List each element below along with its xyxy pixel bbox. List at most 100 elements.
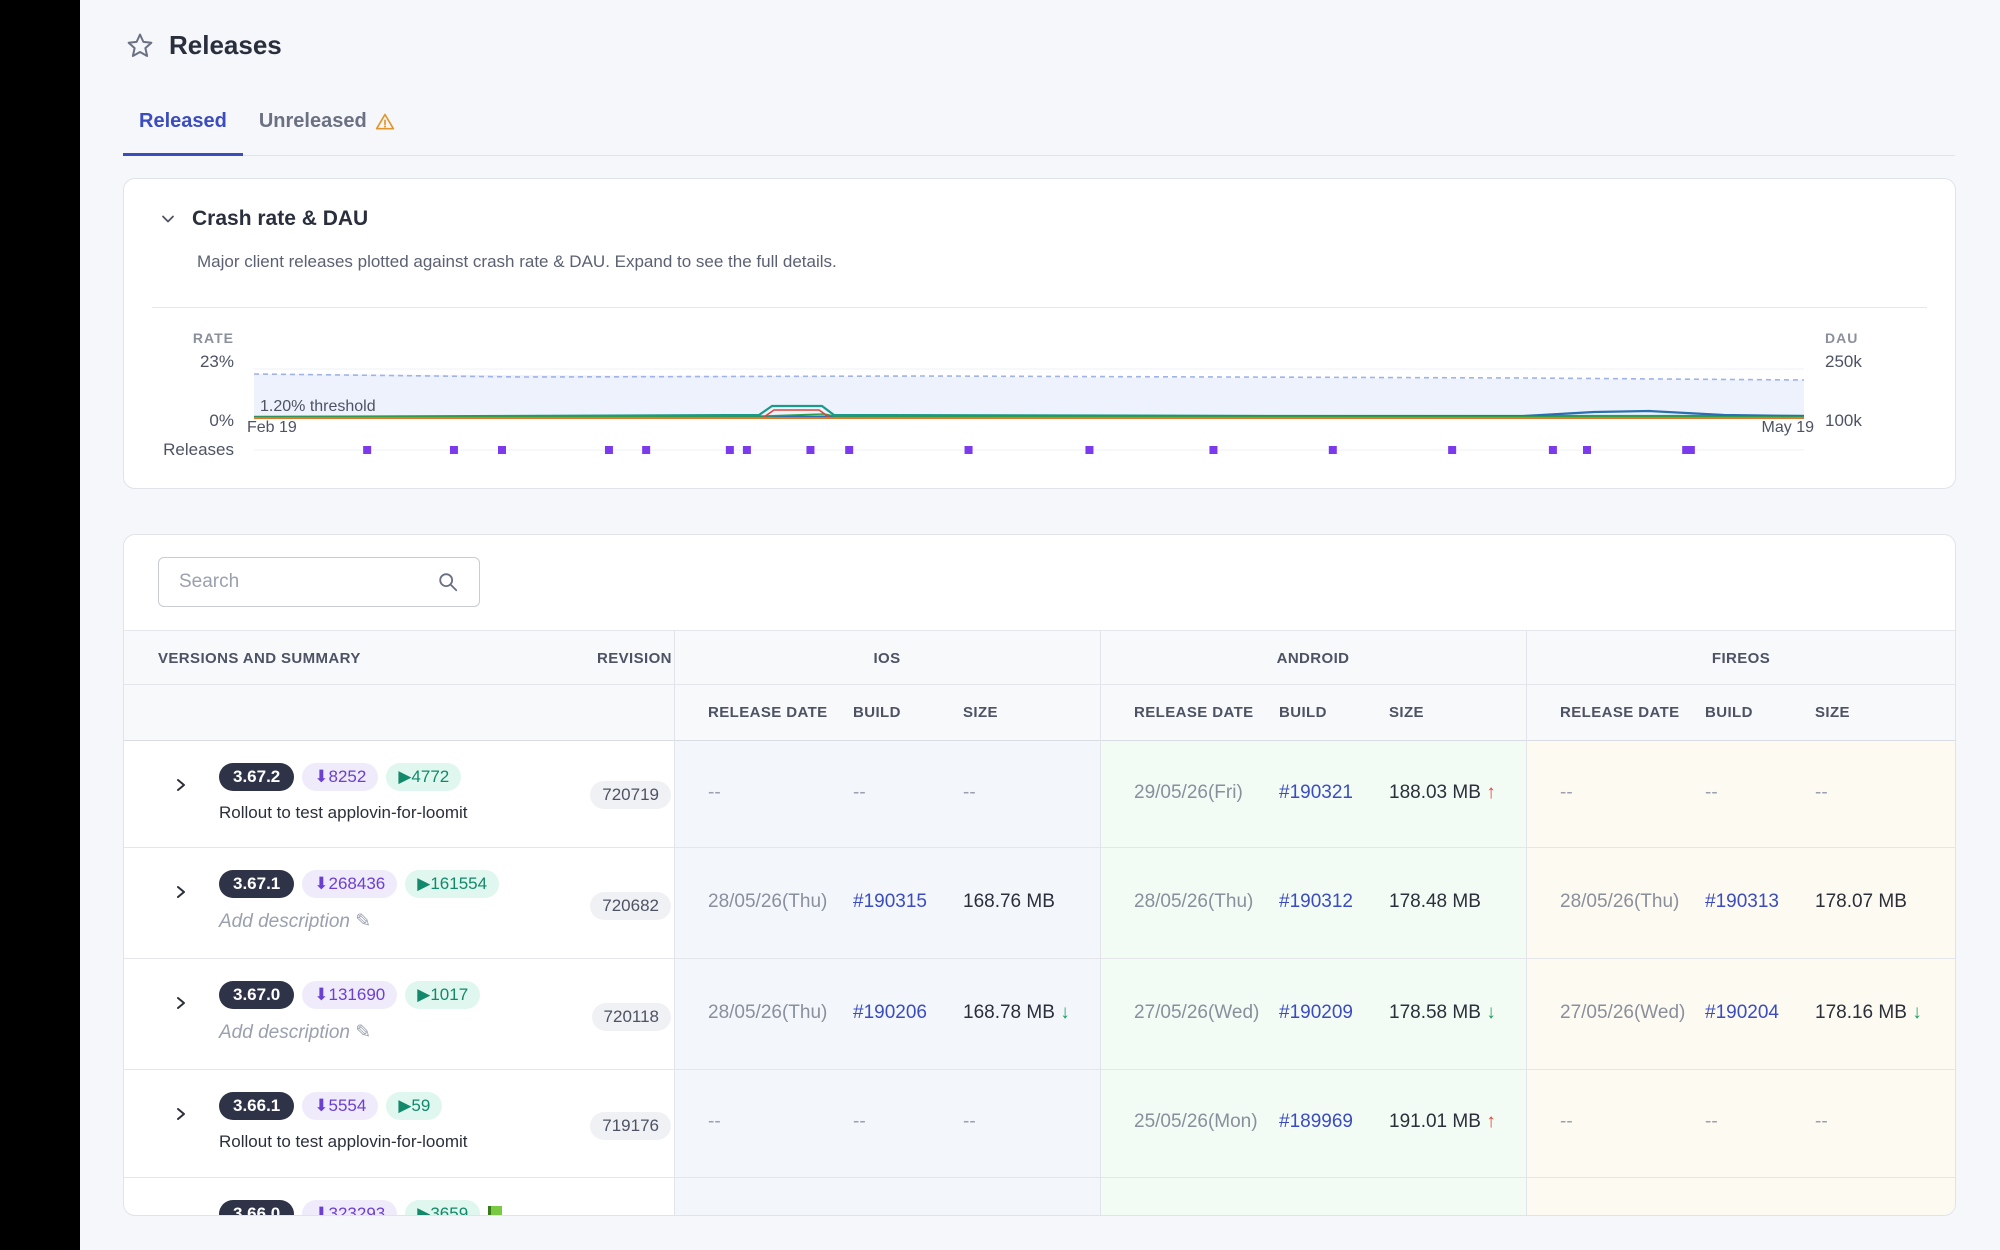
header-group-ios: IOS xyxy=(873,650,901,667)
ios-size: -- xyxy=(963,1111,976,1132)
ios-size: 168.76 MB xyxy=(963,891,1055,912)
flag-icon xyxy=(488,1206,503,1215)
version-badge[interactable]: 3.66.1 xyxy=(219,1092,295,1120)
chevron-right-icon[interactable] xyxy=(174,996,188,1010)
android-build-link[interactable]: #190321 xyxy=(1279,782,1353,803)
revision-badge[interactable]: 720719 xyxy=(590,781,671,809)
release-marker[interactable] xyxy=(1085,446,1094,454)
release-marker[interactable] xyxy=(742,446,751,454)
release-marker[interactable] xyxy=(1328,446,1337,454)
release-marker[interactable] xyxy=(1548,446,1557,454)
android-build-link[interactable]: #190209 xyxy=(1279,1002,1353,1023)
release-marker[interactable] xyxy=(363,446,372,454)
version-badges: 3.66.0 ⬇323293 ▶3659 xyxy=(219,1200,503,1215)
header-android-build[interactable]: BUILD xyxy=(1279,704,1327,721)
header-versions-summary: VERSIONS AND SUMMARY xyxy=(158,650,361,667)
android-release-date: 25/05/26(Mon) xyxy=(1134,1111,1258,1132)
crash-rate-dau-chart[interactable]: RATE 23% 0% Releases DAU 250k 100k 1.20%… xyxy=(124,309,1957,489)
release-marker[interactable] xyxy=(604,446,613,454)
rate-axis-max: 23% xyxy=(200,352,234,371)
add-description-link[interactable]: Add description ✎ xyxy=(219,911,372,932)
revision-badge[interactable]: 720118 xyxy=(591,1003,671,1031)
table-row[interactable]: 3.67.2 ⬇8252 ▶4772 Rollout to test applo… xyxy=(124,741,1955,848)
version-badge[interactable]: 3.67.1 xyxy=(219,870,295,898)
release-marker[interactable] xyxy=(964,446,973,454)
threshold-label: 1.20% threshold xyxy=(260,398,376,415)
chevron-right-icon[interactable] xyxy=(174,885,188,899)
header-ios-size[interactable]: SIZE xyxy=(963,704,998,721)
android-release-date: 27/05/26(Wed) xyxy=(1134,1002,1260,1023)
search-input[interactable] xyxy=(179,571,419,593)
crash-rate-dau-card: Crash rate & DAU Major client releases p… xyxy=(123,178,1956,489)
release-markers[interactable] xyxy=(363,446,1695,454)
header-ios-build[interactable]: BUILD xyxy=(853,704,901,721)
header-fireos-size[interactable]: SIZE xyxy=(1815,704,1850,721)
star-icon[interactable] xyxy=(125,31,155,61)
revision-badge[interactable]: 720682 xyxy=(590,892,671,920)
header-fireos-build[interactable]: BUILD xyxy=(1705,704,1753,721)
arrow-up-icon: ↑ xyxy=(1486,1111,1496,1132)
chevron-down-icon[interactable] xyxy=(160,211,176,227)
dau-line xyxy=(253,373,1805,381)
android-build-link[interactable]: #189969 xyxy=(1279,1111,1353,1132)
ios-build-link[interactable]: #190315 xyxy=(853,891,927,912)
release-marker[interactable] xyxy=(806,446,815,454)
revision-badge[interactable]: 719176 xyxy=(590,1112,671,1140)
ios-build-link[interactable]: #190206 xyxy=(853,1002,927,1023)
version-badges: 3.66.1 ⬇5554 ▶59 xyxy=(219,1092,443,1120)
rate-axis-label: RATE xyxy=(193,330,234,346)
ios-size: -- xyxy=(963,782,976,803)
add-description-link[interactable]: Add description ✎ xyxy=(219,1022,372,1043)
chart-card-header[interactable]: Crash rate & DAU xyxy=(160,207,368,231)
release-marker[interactable] xyxy=(725,446,734,454)
release-marker[interactable] xyxy=(498,446,506,454)
android-build-link[interactable]: #190312 xyxy=(1279,891,1353,912)
fireos-size: 178.07 MB xyxy=(1815,891,1907,912)
chevron-right-icon[interactable] xyxy=(174,778,188,792)
releases-page: Releases Released Unreleased Crash rate … xyxy=(80,0,2000,1250)
fireos-build-link[interactable]: #190204 xyxy=(1705,1002,1779,1023)
fireos-build: -- xyxy=(1705,1111,1718,1132)
version-badge[interactable]: 3.67.0 xyxy=(219,981,295,1009)
release-summary[interactable]: Rollout to test applovin-for-loomit xyxy=(219,1132,468,1151)
table-row[interactable]: 3.66.0 ⬇323293 ▶3659 xyxy=(124,1178,1955,1215)
android-release-date: 28/05/26(Thu) xyxy=(1134,891,1254,912)
header-fireos-release-date[interactable]: RELEASE DATE xyxy=(1560,704,1680,721)
x-start-label: Feb 19 xyxy=(247,419,297,436)
downloads-badge: ⬇131690 xyxy=(302,981,398,1009)
release-marker[interactable] xyxy=(1583,446,1591,454)
version-badges: 3.67.0 ⬇131690 ▶1017 xyxy=(219,981,481,1009)
tab-released[interactable]: Released xyxy=(123,100,243,156)
warning-icon xyxy=(375,113,394,130)
version-badge[interactable]: 3.66.0 xyxy=(219,1200,295,1215)
header-android-release-date[interactable]: RELEASE DATE xyxy=(1134,704,1254,721)
table-row[interactable]: 3.67.1 ⬇268436 ▶161554 Add description ✎… xyxy=(124,848,1955,959)
release-marker[interactable] xyxy=(1682,446,1691,454)
table-row[interactable]: 3.67.0 ⬇131690 ▶1017 Add description ✎ 7… xyxy=(124,959,1955,1070)
tab-label: Released xyxy=(139,110,227,132)
release-summary[interactable]: Rollout to test applovin-for-loomit xyxy=(219,803,468,822)
release-marker[interactable] xyxy=(1686,446,1695,454)
arrow-down-icon: ↓ xyxy=(1060,1002,1070,1023)
fireos-build-link[interactable]: #190313 xyxy=(1705,891,1779,912)
header-android-size[interactable]: SIZE xyxy=(1389,704,1424,721)
dau-axis-max: 250k xyxy=(1825,352,1862,371)
downloads-badge: ⬇323293 xyxy=(302,1200,398,1215)
tab-label: Unreleased xyxy=(258,110,367,132)
header-revision: REVISION xyxy=(597,650,672,667)
table-row[interactable]: 3.66.1 ⬇5554 ▶59 Rollout to test applovi… xyxy=(124,1070,1955,1178)
fireos-size: -- xyxy=(1815,1111,1828,1132)
chart-card-description: Major client releases plotted against cr… xyxy=(197,252,837,271)
tab-unreleased[interactable]: Unreleased xyxy=(243,100,411,156)
release-marker[interactable] xyxy=(642,446,651,454)
release-marker[interactable] xyxy=(845,446,854,454)
release-marker[interactable] xyxy=(449,446,458,454)
search-icon[interactable] xyxy=(437,571,459,593)
search-box[interactable] xyxy=(158,557,480,607)
version-badge[interactable]: 3.67.2 xyxy=(219,763,295,791)
release-marker[interactable] xyxy=(1209,446,1218,454)
chevron-right-icon[interactable] xyxy=(174,1107,188,1121)
header-ios-release-date[interactable]: RELEASE DATE xyxy=(708,704,828,721)
table-header-groups: VERSIONS AND SUMMARY REVISION IOS ANDROI… xyxy=(124,630,1955,686)
release-marker[interactable] xyxy=(1448,446,1457,454)
